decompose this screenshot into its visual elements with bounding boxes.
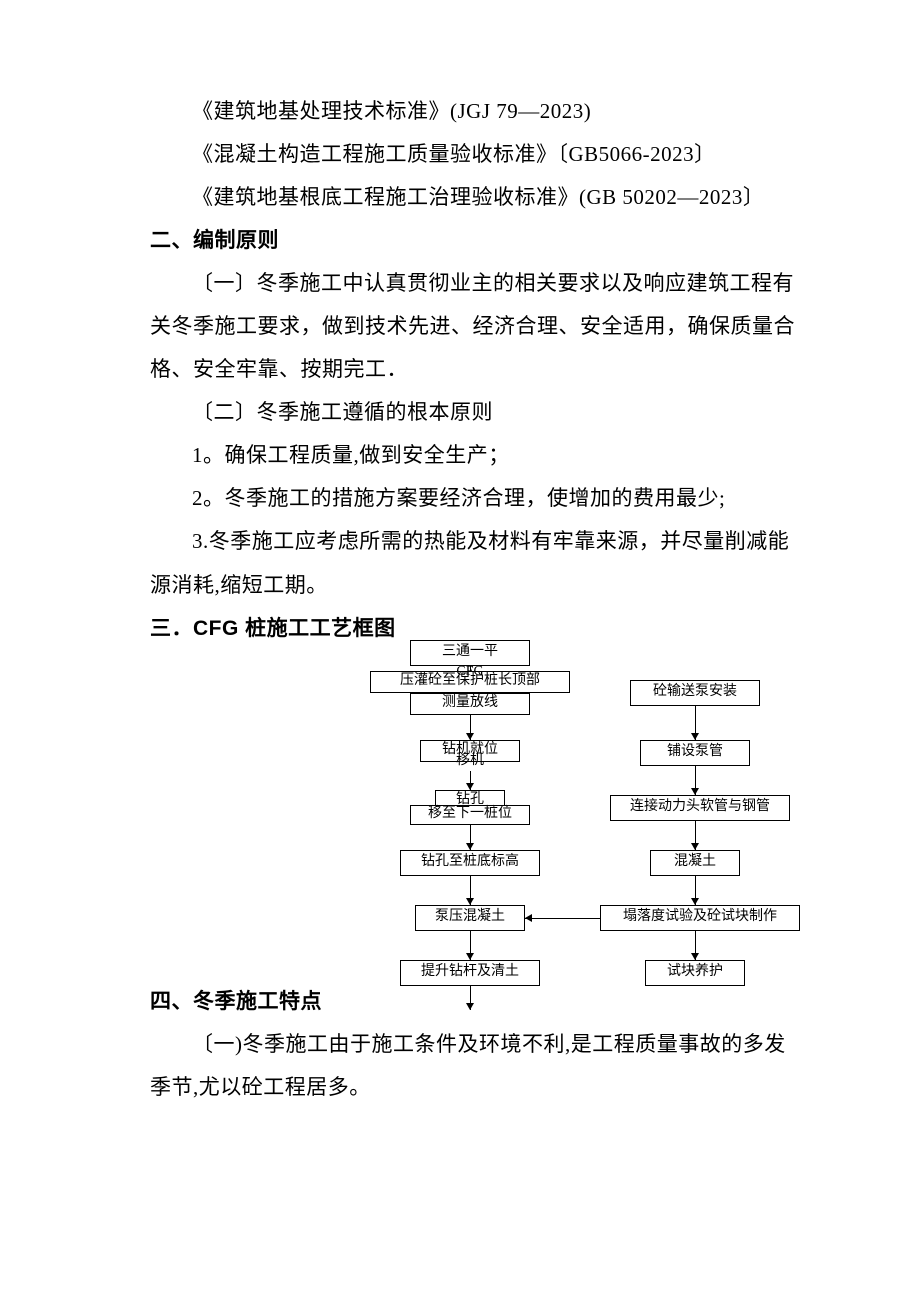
flow-node-r1: 砼输送泵安装 [630, 680, 760, 706]
flow-node-r6: 试块养护 [645, 960, 745, 986]
paragraph-2-1: 〔一〕冬季施工中认真贯彻业主的相关要求以及响应建筑工程有关冬季施工要求，做到技术… [150, 262, 800, 391]
flow-node-n4o: 移至下一桩位 [410, 805, 530, 825]
paragraph-2-2-1: 1。确保工程质量,做到安全生产； [150, 434, 800, 477]
flow-node-r2: 铺设泵管 [640, 740, 750, 766]
flow-node-n3o: 移机 [440, 753, 500, 771]
reference-3: 《建筑地基根底工程施工治理验收标准》(GB 50202—2023〕 [150, 176, 800, 219]
reference-1: 《建筑地基处理技术标准》(JGJ 79—2023) [150, 90, 800, 133]
document-page: 《建筑地基处理技术标准》(JGJ 79—2023) 《混凝土构造工程施工质量验收… [0, 0, 920, 1302]
arrowhead-down-icon [691, 843, 699, 850]
arrowhead-down-icon [466, 733, 474, 740]
flow-node-n1: 三通一平 [410, 640, 530, 666]
flow-node-n7: 提升钻杆及清土 [400, 960, 540, 986]
paragraph-2-2-3: 3.冬季施工应考虑所需的热能及材料有牢靠来源，并尽量削减能源消耗,缩短工期。 [150, 520, 800, 606]
arrowhead-down-icon [691, 953, 699, 960]
paragraph-2-2-2: 2。冬季施工的措施方案要经济合理，使增加的费用最少; [150, 477, 800, 520]
arrowhead-down-icon [466, 843, 474, 850]
arrowhead-down-icon [691, 898, 699, 905]
arrowhead-down-icon [691, 733, 699, 740]
arrowhead-down-icon [691, 788, 699, 795]
reference-2: 《混凝土构造工程施工质量验收标准》〔GB5066-2023〕 [150, 133, 800, 176]
paragraph-2-2: 〔二〕冬季施工遵循的根本原则 [150, 391, 800, 434]
flow-node-n2o: CFG [450, 665, 490, 681]
arrowhead-down-icon [466, 898, 474, 905]
flow-node-n5: 钻孔至桩底标高 [400, 850, 540, 876]
arrowhead-down-icon [466, 783, 474, 790]
flow-node-r4: 混凝土 [650, 850, 740, 876]
flow-node-r5: 塌落度试验及砼试块制作 [600, 905, 800, 931]
arrowhead-down-icon [466, 953, 474, 960]
heading-2: 二、编制原则 [150, 219, 800, 262]
flow-arrow-horizontal [525, 918, 600, 919]
flow-node-n6: 泵压混凝土 [415, 905, 525, 931]
flow-node-n2b: 测量放线 [410, 693, 530, 715]
arrowhead-down-icon [466, 1003, 474, 1010]
cfg-flowchart: 三通一平压灌砼至保护桩长顶部测量放线CFG砼输送泵安装钻机就位移机铺设泵管钻孔移… [300, 640, 800, 1070]
arrowhead-left-icon [525, 914, 532, 922]
flow-node-r3: 连接动力头软管与钢管 [610, 795, 790, 821]
